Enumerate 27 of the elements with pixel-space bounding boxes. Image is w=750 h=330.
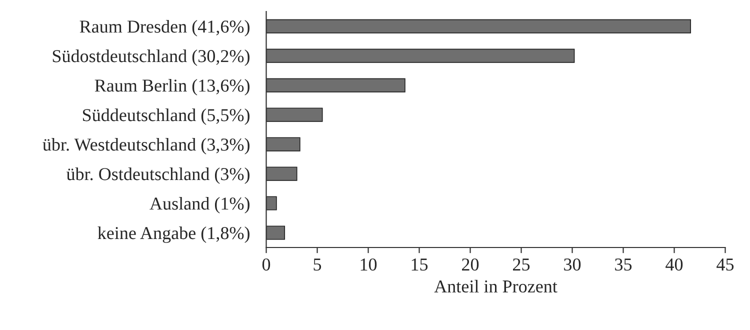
x-tick-label: 35 (615, 258, 632, 271)
y-tick-label: Raum Dresden (41,6%) (80, 20, 250, 36)
y-tick-label: Raum Berlin (13,6%) (94, 79, 250, 96)
x-tick-label: 0 (262, 258, 270, 271)
bar (266, 78, 406, 92)
bar (266, 48, 575, 63)
x-tick-label: 25 (513, 258, 530, 271)
bar (266, 137, 300, 152)
y-tick-label: keine Angabe (1,8%) (98, 226, 250, 243)
y-tick-label: Südostdeutschland (30,2%) (52, 50, 250, 66)
x-tick-label: 5 (314, 258, 322, 271)
x-tick-label: 40 (666, 258, 683, 271)
x-tick-label: 20 (462, 258, 479, 271)
x-axis-title: Anteil in Prozent (434, 280, 558, 293)
x-tick-label: 30 (564, 258, 581, 271)
y-tick-label: übr. Westdeutschland (3,3%) (42, 138, 250, 154)
bar (266, 166, 298, 181)
y-tick-label: Ausland (1%) (150, 196, 250, 214)
y-tick-label: übr. Ostdeutschland (3%) (66, 168, 250, 184)
y-tick-label: Süddeutschland (5,5%) (83, 108, 250, 125)
bar (266, 196, 277, 210)
x-tick-label: 15 (412, 258, 428, 271)
x-tick-label: 10 (360, 258, 377, 271)
x-tick-label: 45 (716, 258, 734, 271)
bar (266, 19, 691, 34)
bar (266, 108, 323, 122)
bar (266, 226, 286, 240)
